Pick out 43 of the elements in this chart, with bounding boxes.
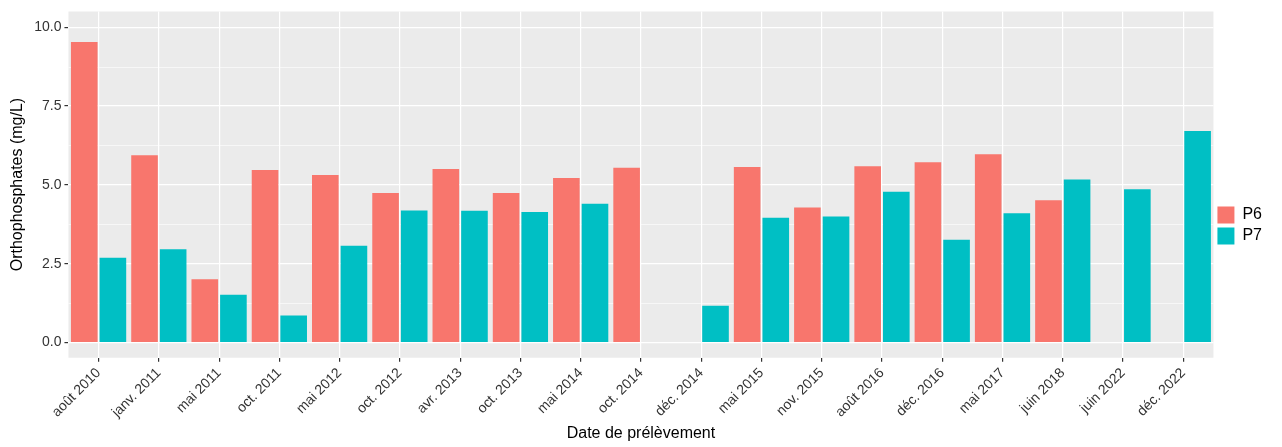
bar	[461, 210, 488, 342]
bar	[400, 210, 428, 342]
bar	[974, 154, 1002, 342]
y-tick-label: 7.5	[41, 96, 62, 113]
bar	[794, 207, 821, 342]
bar	[581, 203, 609, 342]
bar	[613, 167, 640, 342]
bar	[131, 155, 158, 342]
bar	[191, 279, 219, 342]
bar	[553, 177, 580, 342]
x-axis-title: Date de prélèvement	[566, 423, 716, 441]
legend-label: P6	[1242, 205, 1263, 223]
bar	[340, 245, 368, 342]
y-tick-label: 0.0	[41, 333, 62, 350]
y-axis-title: Orthophosphates (mg/L)	[8, 97, 26, 272]
bar	[762, 217, 790, 342]
bar	[1063, 179, 1091, 342]
bar	[1184, 130, 1211, 342]
bar	[702, 305, 729, 342]
bar	[1124, 189, 1151, 342]
bar	[220, 294, 247, 342]
bar	[521, 211, 549, 342]
bar	[882, 191, 910, 342]
bar	[492, 193, 520, 342]
bar	[1003, 213, 1031, 342]
bar	[943, 239, 970, 342]
bar	[822, 216, 850, 342]
bar	[280, 315, 307, 342]
bar	[914, 162, 942, 342]
bar	[159, 249, 187, 342]
bar	[432, 169, 460, 342]
legend-label: P7	[1242, 226, 1263, 244]
bar	[70, 41, 98, 342]
bar	[372, 193, 399, 342]
bar	[733, 166, 761, 342]
y-tick-label: 5.0	[41, 175, 62, 192]
bar	[251, 170, 279, 342]
y-tick-label: 10.0	[34, 18, 62, 35]
bar	[854, 166, 881, 342]
bar	[312, 175, 339, 342]
bar	[1035, 200, 1062, 342]
y-tick-label: 2.5	[41, 254, 62, 271]
bar	[99, 257, 127, 342]
